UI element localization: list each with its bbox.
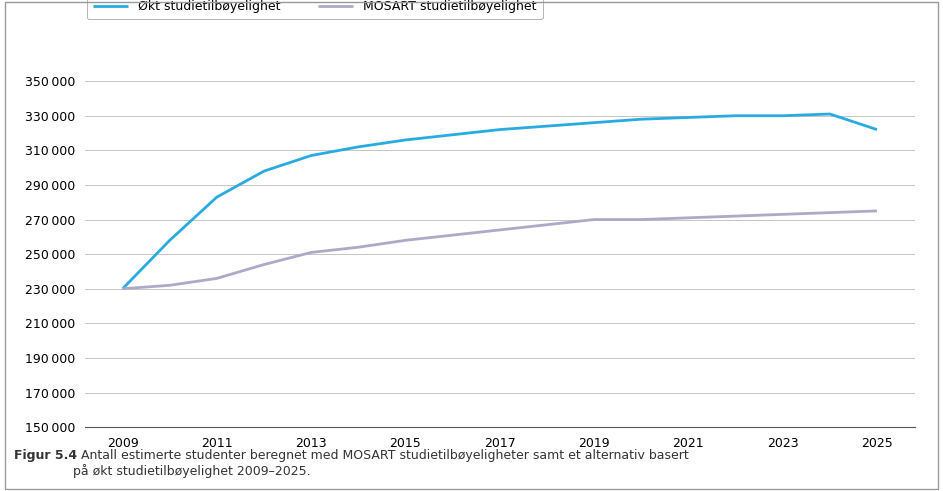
MOSART studietilbøyelighet	[636, 217, 647, 222]
MOSART studietilbøyelighet	[306, 249, 317, 255]
MOSART studietilbøyelighet	[730, 213, 741, 219]
Økt studietilbøyelighet	[871, 127, 883, 133]
Økt studietilbøyelighet	[353, 144, 364, 150]
MOSART studietilbøyelighet	[541, 222, 553, 228]
Økt studietilbøyelighet	[588, 120, 600, 126]
Line: Økt studietilbøyelighet: Økt studietilbøyelighet	[123, 114, 877, 289]
Økt studietilbøyelighet	[258, 168, 270, 174]
Økt studietilbøyelighet	[164, 237, 175, 243]
MOSART studietilbøyelighet	[588, 217, 600, 222]
MOSART studietilbøyelighet	[777, 212, 788, 218]
Økt studietilbøyelighet	[636, 116, 647, 122]
MOSART studietilbøyelighet	[494, 227, 505, 233]
Line: MOSART studietilbøyelighet: MOSART studietilbøyelighet	[123, 211, 877, 289]
MOSART studietilbøyelighet	[683, 215, 694, 221]
MOSART studietilbøyelighet	[400, 237, 411, 243]
Legend: Økt studietilbøyelighet, MOSART studietilbøyelighet: Økt studietilbøyelighet, MOSART studieti…	[87, 0, 543, 19]
MOSART studietilbøyelighet	[447, 232, 458, 238]
MOSART studietilbøyelighet	[258, 262, 270, 268]
MOSART studietilbøyelighet	[353, 245, 364, 250]
Økt studietilbøyelighet	[117, 286, 128, 292]
Økt studietilbøyelighet	[306, 153, 317, 159]
MOSART studietilbøyelighet	[211, 275, 223, 281]
Økt studietilbøyelighet	[494, 127, 505, 133]
Økt studietilbøyelighet	[400, 137, 411, 143]
Text: Figur 5.4: Figur 5.4	[14, 449, 77, 462]
MOSART studietilbøyelighet	[164, 282, 175, 288]
Økt studietilbøyelighet	[777, 113, 788, 119]
Økt studietilbøyelighet	[541, 123, 553, 129]
Økt studietilbøyelighet	[730, 113, 741, 119]
Økt studietilbøyelighet	[447, 132, 458, 137]
MOSART studietilbøyelighet	[824, 210, 835, 216]
MOSART studietilbøyelighet	[871, 208, 883, 214]
Text: Antall estimerte studenter beregnet med MOSART studietilbøyeligheter samt et alt: Antall estimerte studenter beregnet med …	[73, 449, 688, 478]
MOSART studietilbøyelighet	[117, 286, 128, 292]
Økt studietilbøyelighet	[824, 111, 835, 117]
Økt studietilbøyelighet	[211, 194, 223, 200]
Økt studietilbøyelighet	[683, 114, 694, 120]
